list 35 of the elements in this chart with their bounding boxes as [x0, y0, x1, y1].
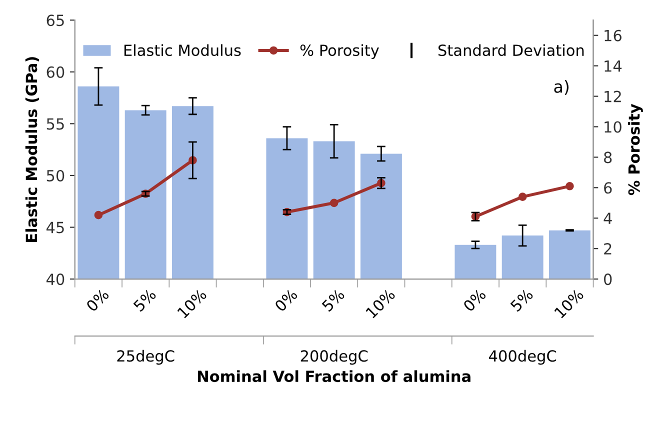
x-tick-label: 5% — [321, 288, 346, 312]
text: 25degC — [117, 350, 174, 365]
x-tick-label: 5% — [510, 288, 534, 312]
point — [566, 182, 574, 190]
y2-tick-label: 2 — [604, 243, 612, 254]
y2-tick-label: 0 — [604, 274, 612, 286]
y2-tick-label: 4 — [604, 212, 612, 224]
point — [94, 210, 103, 220]
y2-tick-label: 8 — [604, 152, 612, 164]
point — [330, 198, 338, 208]
y2-tick-label: 12 — [604, 90, 621, 102]
y-tick-label: 50 — [46, 170, 64, 182]
y-tick-label: 40 — [46, 274, 64, 286]
y2-axis-title: % Porosity — [628, 104, 643, 196]
y2-tick-label: 6 — [604, 182, 612, 194]
y-tick-label: 65 — [46, 14, 64, 26]
x-axis-title: Nominal Vol Fraction of alumina — [198, 370, 470, 382]
y-tick-label: 55 — [46, 118, 64, 130]
legend-label: % Porosity — [300, 44, 379, 60]
y2-tick-label: 14 — [604, 60, 622, 72]
y-tick-label: 60 — [46, 66, 64, 78]
x-tick-label: 0% — [86, 288, 110, 312]
y2-tick-label: 16 — [604, 30, 622, 42]
y-tick-label: 45 — [46, 222, 64, 234]
y-axis-title: Elastic Modulus (GPa) — [25, 57, 40, 242]
x-tick-label: 0% — [462, 288, 487, 312]
x-tick-label: 0% — [274, 288, 298, 312]
annotation: Standard Deviation — [438, 44, 584, 56]
legend-label: Elastic Modulus — [124, 44, 241, 56]
x-tick-label: 5% — [132, 288, 157, 312]
text: 200degC — [300, 350, 368, 365]
point — [518, 192, 527, 201]
annotation: a) — [554, 80, 569, 95]
text: 400degC — [489, 350, 556, 365]
y2-tick-label: 10 — [604, 121, 622, 133]
